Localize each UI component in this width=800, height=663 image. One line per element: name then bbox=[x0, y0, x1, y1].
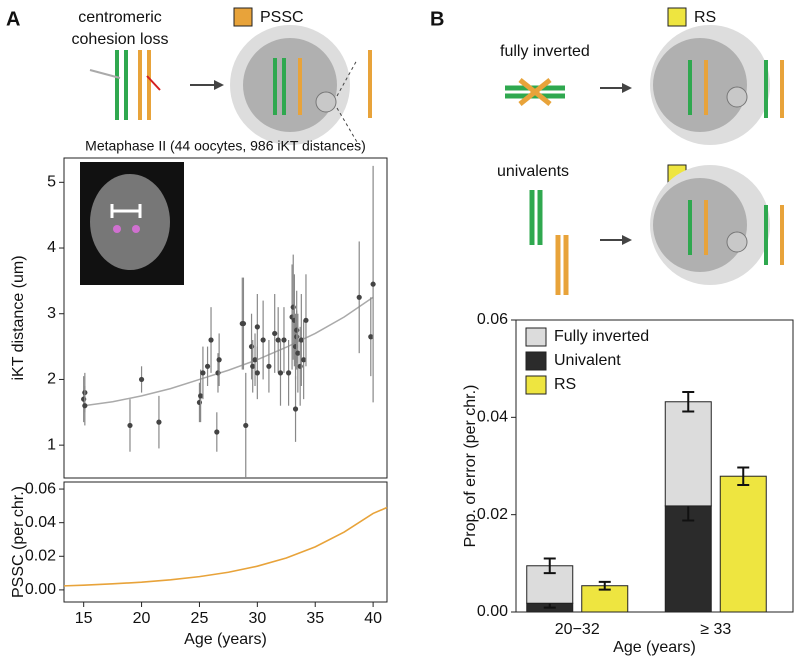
x-axis-label: Age (years) bbox=[184, 631, 267, 648]
data-point bbox=[292, 406, 299, 412]
key-swatch bbox=[233, 7, 253, 27]
data-point bbox=[82, 403, 88, 409]
y-tick-label: 0.00 bbox=[25, 581, 56, 598]
data-point bbox=[196, 399, 203, 406]
data-point bbox=[301, 357, 307, 363]
data-point bbox=[260, 337, 266, 343]
data-point bbox=[254, 370, 260, 376]
data-point bbox=[275, 337, 281, 343]
data-point bbox=[356, 294, 362, 300]
y-axis-label: Prop. of error (per chr.) bbox=[462, 385, 479, 548]
data-point bbox=[214, 429, 220, 435]
data-point bbox=[285, 370, 292, 376]
data-point bbox=[127, 422, 133, 429]
y-tick-label: 0.06 bbox=[25, 480, 56, 497]
y-tick-label: 0.02 bbox=[477, 506, 508, 523]
error-bar bbox=[682, 391, 695, 413]
x-axis-label: Age (years) bbox=[613, 639, 696, 656]
data-point bbox=[243, 422, 249, 429]
legend-label: RS bbox=[554, 376, 576, 393]
data-point bbox=[294, 327, 300, 333]
data-point bbox=[216, 357, 222, 363]
data-point bbox=[215, 370, 221, 376]
x-tick-label: ≥ 33 bbox=[700, 621, 731, 638]
data-point bbox=[81, 396, 87, 402]
data-point bbox=[303, 317, 309, 323]
y-tick-label: 1 bbox=[47, 436, 56, 453]
data-point bbox=[298, 337, 304, 343]
legend-swatch bbox=[525, 327, 547, 347]
data-point bbox=[208, 337, 214, 343]
panel-label: A bbox=[6, 8, 20, 30]
legend-label: Univalent bbox=[554, 352, 621, 369]
y-tick-label: 0.04 bbox=[25, 514, 56, 531]
y-tick-label: 0.04 bbox=[477, 409, 508, 426]
y-tick-label: 0.00 bbox=[477, 603, 508, 620]
y-tick-label: 5 bbox=[47, 174, 56, 191]
error-bar bbox=[737, 466, 750, 486]
bar-segment bbox=[664, 505, 712, 613]
diagram-label: univalents bbox=[497, 163, 569, 180]
x-tick-label: 30 bbox=[248, 610, 266, 627]
data-point bbox=[368, 334, 374, 340]
y-tick-label: 0.02 bbox=[25, 548, 56, 565]
y-tick-label: 3 bbox=[47, 305, 56, 322]
data-point bbox=[272, 330, 278, 337]
data-point bbox=[248, 343, 255, 350]
x-tick-label: 20 bbox=[133, 610, 151, 627]
legend-swatch bbox=[525, 351, 547, 371]
y-axis-label: iKT distance (um) bbox=[10, 255, 27, 380]
key-swatch bbox=[667, 7, 687, 27]
diagram-label: centromeric bbox=[78, 9, 162, 26]
fit-curve bbox=[83, 296, 374, 407]
legend-label: Fully inverted bbox=[554, 328, 649, 345]
data-point bbox=[240, 320, 247, 327]
data-point bbox=[250, 363, 256, 369]
y-tick-label: 2 bbox=[47, 371, 56, 388]
y-tick-label: 0.06 bbox=[477, 311, 508, 328]
data-point bbox=[290, 304, 296, 310]
data-point bbox=[200, 370, 206, 376]
x-tick-label: 15 bbox=[75, 610, 93, 627]
data-point bbox=[266, 363, 272, 369]
data-point bbox=[252, 357, 258, 363]
x-tick-label: 35 bbox=[306, 610, 324, 627]
legend-swatch bbox=[525, 375, 547, 395]
bar-segment bbox=[719, 475, 767, 613]
y-tick-label: 4 bbox=[47, 239, 56, 256]
x-tick-label: 20−32 bbox=[555, 621, 600, 638]
key-label: PSSC bbox=[260, 9, 304, 26]
error-bar bbox=[598, 580, 611, 591]
x-tick-label: 40 bbox=[364, 610, 382, 627]
y-axis-label: PSSC (per chr.) bbox=[10, 486, 27, 598]
data-point bbox=[297, 363, 303, 369]
plot-frame bbox=[63, 481, 388, 603]
diagram bbox=[89, 25, 784, 295]
data-point bbox=[370, 281, 376, 287]
x-tick-label: 25 bbox=[191, 610, 209, 627]
panel-label: B bbox=[430, 8, 444, 30]
data-point bbox=[295, 350, 301, 356]
data-point bbox=[204, 363, 211, 369]
data-point bbox=[277, 370, 284, 376]
chart-title: Metaphase II (44 oocytes, 986 iKT distan… bbox=[85, 138, 366, 154]
diagram-label: cohesion loss bbox=[72, 31, 169, 48]
data-point bbox=[138, 376, 145, 383]
line bbox=[63, 506, 388, 587]
key-label: RS bbox=[694, 9, 716, 26]
error-bar bbox=[543, 557, 556, 575]
plot-frame bbox=[63, 157, 388, 479]
data-point bbox=[254, 324, 260, 330]
data-point bbox=[281, 337, 287, 343]
data-point bbox=[198, 393, 204, 399]
diagram-label: fully inverted bbox=[500, 43, 590, 60]
bar-segment bbox=[664, 401, 712, 507]
micrograph-inset bbox=[80, 162, 184, 285]
plot-frame bbox=[515, 319, 794, 613]
data-point bbox=[156, 419, 162, 425]
